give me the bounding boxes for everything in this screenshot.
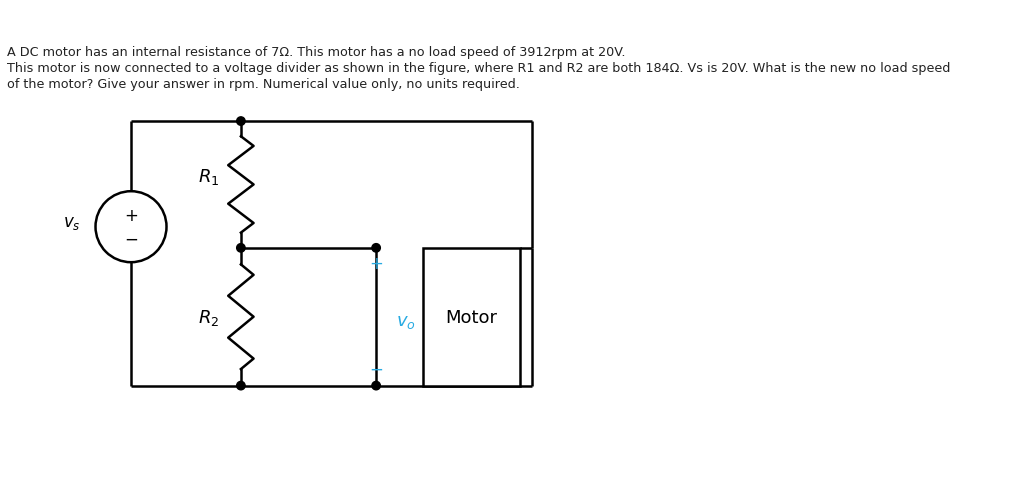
Text: $R_1$: $R_1$	[198, 166, 219, 187]
Text: $R_2$: $R_2$	[198, 307, 219, 327]
Text: of the motor? Give your answer in rpm. Numerical value only, no units required.: of the motor? Give your answer in rpm. N…	[7, 78, 519, 91]
Circle shape	[237, 381, 245, 390]
Text: −: −	[124, 230, 138, 248]
Circle shape	[237, 244, 245, 253]
Circle shape	[237, 118, 245, 126]
Bar	[423, 248, 520, 386]
Text: +: +	[124, 207, 138, 225]
Circle shape	[372, 381, 380, 390]
Text: A DC motor has an internal resistance of 7Ω. This motor has a no load speed of 3: A DC motor has an internal resistance of…	[7, 46, 626, 59]
Text: −: −	[370, 360, 383, 378]
Circle shape	[372, 244, 380, 253]
Text: $v_o$: $v_o$	[396, 312, 416, 330]
Text: +: +	[370, 255, 383, 272]
Text: This motor is now connected to a voltage divider as shown in the figure, where R: This motor is now connected to a voltage…	[7, 62, 950, 75]
Text: $v_s$: $v_s$	[62, 214, 80, 232]
Text: Motor: Motor	[445, 308, 498, 326]
